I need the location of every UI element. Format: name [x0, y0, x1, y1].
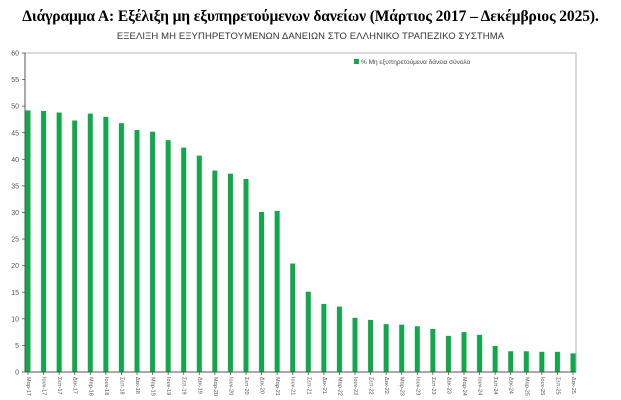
bar	[165, 140, 171, 372]
bar	[336, 306, 342, 372]
x-tick-label: Δεκ-19	[196, 377, 202, 394]
y-tick-label: 30	[11, 210, 19, 217]
bar	[492, 345, 498, 372]
x-tick-label: Ιουν-24	[477, 377, 483, 395]
y-tick-label: 55	[11, 77, 19, 84]
x-tick-label: Δεκ-18	[134, 377, 140, 394]
y-tick-label: 5	[15, 343, 19, 350]
bar	[290, 263, 296, 372]
x-tick-label: Μαρ-17	[25, 377, 31, 396]
bar	[508, 351, 514, 372]
bar	[118, 123, 124, 373]
y-tick-label: 35	[11, 183, 19, 190]
x-tick-label: Σεπ-25	[554, 377, 560, 395]
y-tick-label: 0	[15, 370, 19, 377]
x-tick-label: Μαρ-23	[399, 377, 405, 396]
x-tick-label: Σεπ-20	[243, 377, 249, 395]
bar	[103, 116, 109, 372]
x-tick-label: Ιουν-22	[352, 377, 358, 395]
x-tick-label: Δεκ-22	[383, 377, 389, 394]
x-tick-label: Δεκ-25	[570, 377, 576, 394]
bar	[352, 317, 358, 372]
legend-swatch	[354, 59, 359, 64]
bar	[461, 332, 467, 372]
bar	[134, 130, 140, 372]
bar	[25, 110, 31, 373]
bar	[523, 351, 529, 372]
x-tick-label: Δεκ-20	[259, 377, 265, 394]
bar	[72, 120, 78, 372]
bar	[554, 351, 560, 372]
bar	[399, 324, 405, 372]
x-tick-label: Μαρ-18	[87, 377, 93, 396]
x-tick-label: Σεπ-24	[492, 377, 498, 395]
x-tick-label: Δεκ-24	[508, 377, 514, 394]
bar	[305, 291, 311, 372]
bar	[259, 211, 265, 372]
bar	[539, 351, 545, 372]
bar	[368, 319, 374, 372]
x-tick-label: Σεπ-21	[305, 377, 311, 395]
bar	[321, 303, 327, 372]
bar	[243, 179, 249, 372]
bar	[570, 353, 576, 372]
figure-heading: Διάγραμμα Α: Εξέλιξη μη εξυπηρετούμενων …	[22, 8, 599, 25]
x-tick-label: Ιουν-18	[103, 377, 109, 395]
bar	[150, 131, 156, 372]
bar	[477, 334, 483, 372]
y-tick-label: 50	[11, 104, 19, 111]
bar	[181, 147, 187, 372]
bar	[227, 173, 233, 372]
legend-label: % Μη εξυπηρετούμενα δάνεια σύνολο	[361, 58, 471, 66]
x-tick-label: Δεκ-21	[321, 377, 327, 394]
x-tick-label: Ιουν-19	[165, 377, 171, 395]
x-tick-label: Μαρ-24	[461, 377, 467, 396]
x-tick-label: Ιουν-17	[41, 377, 47, 395]
bar	[430, 328, 436, 372]
x-tick-label: Δεκ-17	[72, 377, 78, 394]
x-tick-label: Μαρ-25	[523, 377, 529, 396]
x-tick-label: Μαρ-19	[150, 377, 156, 396]
x-tick-label: Μαρ-20	[212, 377, 218, 396]
bar	[445, 335, 451, 372]
x-tick-label: Σεπ-23	[430, 377, 436, 395]
x-tick-label: Ιουν-20	[227, 377, 233, 395]
x-tick-label: Δεκ-23	[445, 377, 451, 394]
y-tick-label: 60	[11, 51, 19, 58]
y-tick-label: 25	[11, 237, 19, 244]
bar	[212, 170, 218, 372]
x-tick-label: Σεπ-22	[368, 377, 374, 395]
x-tick-label: Μαρ-21	[274, 377, 280, 396]
x-tick-label: Σεπ-18	[118, 377, 124, 395]
bar	[196, 155, 202, 372]
x-tick-label: Ιουν-21	[290, 377, 296, 395]
bar	[87, 113, 93, 373]
y-tick-label: 45	[11, 130, 19, 137]
x-tick-label: Μαρ-22	[336, 377, 342, 396]
x-tick-label: Σεπ-17	[56, 377, 62, 395]
x-tick-label: Ιουν-25	[539, 377, 545, 395]
y-tick-label: 40	[11, 157, 19, 164]
x-tick-label: Ιουν-23	[414, 377, 420, 395]
bar	[41, 110, 47, 373]
y-tick-label: 15	[11, 290, 19, 297]
y-tick-label: 20	[11, 263, 19, 270]
chart-title: ΕΞΕΛΙΞΗ ΜΗ ΕΞΥΠΗΡΕΤΟΥΜΕΝΩΝ ΔΑΝΕΙΩΝ ΣΤΟ Ε…	[116, 31, 505, 42]
bar	[274, 210, 280, 372]
bar	[414, 326, 420, 372]
bar	[56, 112, 62, 373]
y-tick-label: 10	[11, 316, 19, 323]
x-tick-label: Σεπ-19	[181, 377, 187, 395]
bar	[383, 324, 389, 372]
